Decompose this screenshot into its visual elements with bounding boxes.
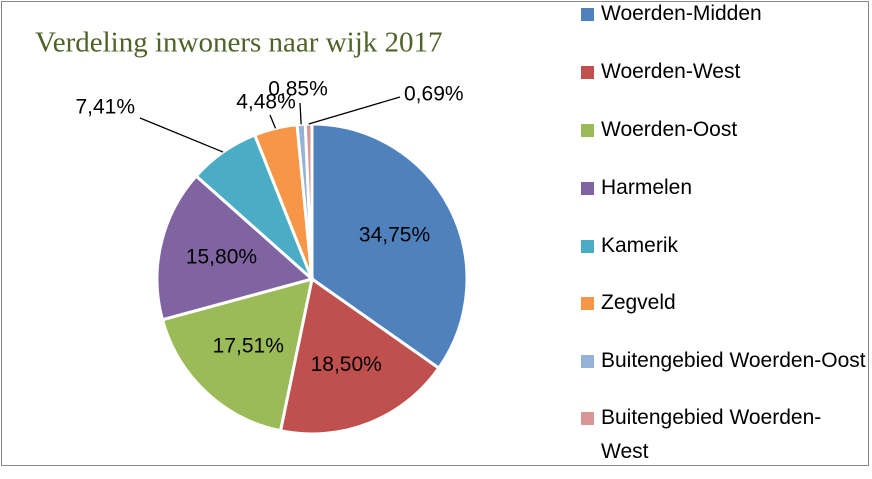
- legend-swatch: [581, 355, 594, 368]
- legend-swatch: [581, 412, 594, 425]
- leader-line: [299, 102, 302, 125]
- legend-item: Zegveld: [581, 286, 866, 320]
- data-label: 0,85%: [268, 78, 328, 101]
- legend-item: Woerden-Midden: [581, 0, 866, 31]
- legend-swatch: [581, 182, 594, 195]
- data-label: 15,80%: [186, 245, 257, 268]
- pie-slice: [160, 276, 314, 433]
- legend-label: Buitengebied Woerden-Oost: [601, 349, 866, 372]
- legend-item: Buitengebied Woerden-West: [581, 401, 866, 469]
- legend-swatch: [581, 297, 594, 310]
- legend-swatch: [581, 124, 594, 137]
- leader-line: [269, 114, 277, 129]
- data-label: 17,51%: [213, 334, 284, 357]
- legend-label: Harmelen: [601, 176, 693, 199]
- legend-label: Buitengebied Woerden-West: [601, 406, 822, 463]
- pie-slice: [155, 173, 316, 322]
- legend-swatch: [581, 8, 594, 21]
- legend-item: Harmelen: [581, 171, 866, 205]
- legend-item: Buitengebied Woerden-Oost: [581, 344, 866, 378]
- pie-slice: [310, 122, 469, 371]
- legend-label: Woerden-West: [601, 60, 741, 83]
- legend-item: Kamerik: [581, 229, 866, 263]
- legend-swatch: [581, 240, 594, 253]
- legend-label: Woerden-Midden: [601, 2, 762, 25]
- data-label: 7,41%: [75, 96, 135, 119]
- legend-item: Woerden-West: [581, 55, 866, 89]
- legend-swatch: [581, 66, 594, 79]
- pie-slice: [278, 276, 441, 436]
- legend-item: Woerden-Oost: [581, 113, 866, 147]
- legend-label: Woerden-Oost: [601, 118, 738, 141]
- data-label: 4,48%: [236, 91, 296, 114]
- leader-line: [308, 96, 401, 125]
- legend-label: Zegveld: [601, 291, 676, 314]
- chart-title: Verdeling inwoners naar wijk 2017: [35, 27, 443, 59]
- data-label: 0,69%: [404, 83, 464, 106]
- data-label: 18,50%: [311, 353, 382, 376]
- data-label: 34,75%: [359, 224, 430, 247]
- legend-label: Kamerik: [601, 234, 679, 257]
- leader-line: [139, 117, 224, 153]
